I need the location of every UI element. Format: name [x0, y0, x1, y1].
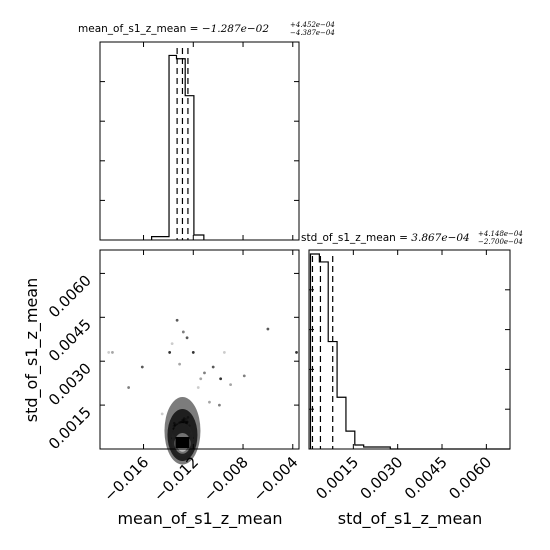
scatter-xtick-label-2: −0.008 [200, 453, 252, 505]
scatter-outlier [111, 351, 114, 354]
scatter-outlier [175, 318, 179, 322]
scatter-density-core [164, 397, 201, 465]
hist-mean-ticks [100, 42, 299, 240]
hist-mean-title: mean_of_s1_z_mean = −1.287e−02 [78, 23, 269, 35]
scatter-outlier [199, 377, 203, 381]
scatter-outlier [181, 330, 185, 334]
hist-std-outline [309, 253, 510, 450]
scatter-outlier [191, 351, 195, 354]
hist-mean-panel: mean_of_s1_z_mean = −1.287e−02 +4.452e−0… [78, 21, 335, 241]
hist-mean-bar-1 [169, 55, 176, 240]
scatter-ylabel: std_of_s1_z_mean [22, 278, 42, 422]
scatter-outlier [219, 377, 223, 381]
scatter-outlier [140, 365, 144, 369]
hist-std-bar-5 [355, 445, 364, 449]
scatter-outlier [229, 383, 232, 387]
hist-mean-frame [99, 41, 300, 241]
scatter-outlier [127, 386, 131, 389]
hist-mean-bins [151, 54, 205, 240]
scatter-ytick-label-2: 0.0045 [45, 315, 95, 365]
scatter-outlier [196, 386, 200, 389]
scatter-outlier [211, 365, 215, 369]
scatter-frame [99, 249, 300, 450]
scatter-xtick-label-0: −0.016 [100, 453, 152, 505]
hist-mean-bar-4 [194, 235, 204, 240]
hist-std-bar-0 [310, 254, 319, 449]
hist-mean-title-plus: +4.452e−04 [290, 21, 335, 29]
scatter-outlier [218, 403, 221, 407]
scatter-outlier [185, 336, 189, 340]
hist-std-panel: std_of_s1_z_mean = 3.867e−04 +4.148e−04 … [301, 230, 523, 529]
scatter-xtick-label-3: −0.004 [250, 453, 302, 505]
scatter-outlier [168, 351, 172, 354]
hist-mean-quantiles [176, 48, 189, 240]
hist-std-xtick-label-2: 0.0045 [401, 453, 451, 503]
hist-std-xtick-label-0: 0.0015 [312, 453, 362, 503]
hist-std-quantiles [311, 256, 334, 449]
hist-std-frame [308, 249, 511, 450]
scatter-outlier [178, 362, 182, 366]
scatter-ytick-label-0: 0.0015 [45, 403, 95, 453]
scatter-points [107, 318, 298, 445]
scatter-panel: −0.016−0.012−0.008−0.0040.00150.00300.00… [22, 249, 302, 529]
scatter-outlier [107, 351, 111, 354]
hist-std-title-minus: −2.700e−04 [478, 238, 523, 246]
hist-mean-title-minus: −4.387e−04 [290, 29, 335, 37]
scatter-ticks: −0.016−0.012−0.008−0.0040.00150.00300.00… [45, 250, 302, 505]
scatter-ytick-label-3: 0.0060 [45, 272, 95, 322]
hist-std-title: std_of_s1_z_mean = 3.867e−04 [301, 232, 470, 244]
scatter-outlier [295, 351, 298, 354]
scatter-xlabel: mean_of_s1_z_mean [117, 509, 282, 529]
scatter-outlier [266, 327, 270, 331]
hist-mean-outline [151, 54, 205, 240]
scatter-density-peak [175, 437, 190, 448]
scatter-outlier [170, 342, 174, 346]
hist-std-xlabel: std_of_s1_z_mean [338, 509, 482, 529]
hist-std-xtick-label-1: 0.0030 [357, 453, 407, 503]
scatter-ytick-label-1: 0.0030 [45, 359, 95, 409]
hist-mean-bar-0 [152, 237, 169, 240]
hist-std-xtick-label-3: 0.0060 [445, 453, 495, 503]
hist-mean-bar-2 [176, 59, 185, 240]
scatter-outlier [242, 374, 246, 378]
scatter-outlier [208, 400, 211, 404]
scatter-outlier [160, 412, 164, 416]
scatter-outlier [203, 371, 206, 375]
hist-mean-bar-3 [185, 96, 194, 240]
scatter-outlier [222, 351, 226, 354]
hist-std-title-plus: +4.148e−04 [478, 230, 523, 238]
hist-std-bar-3 [337, 397, 346, 449]
hist-std-bins [309, 253, 510, 450]
